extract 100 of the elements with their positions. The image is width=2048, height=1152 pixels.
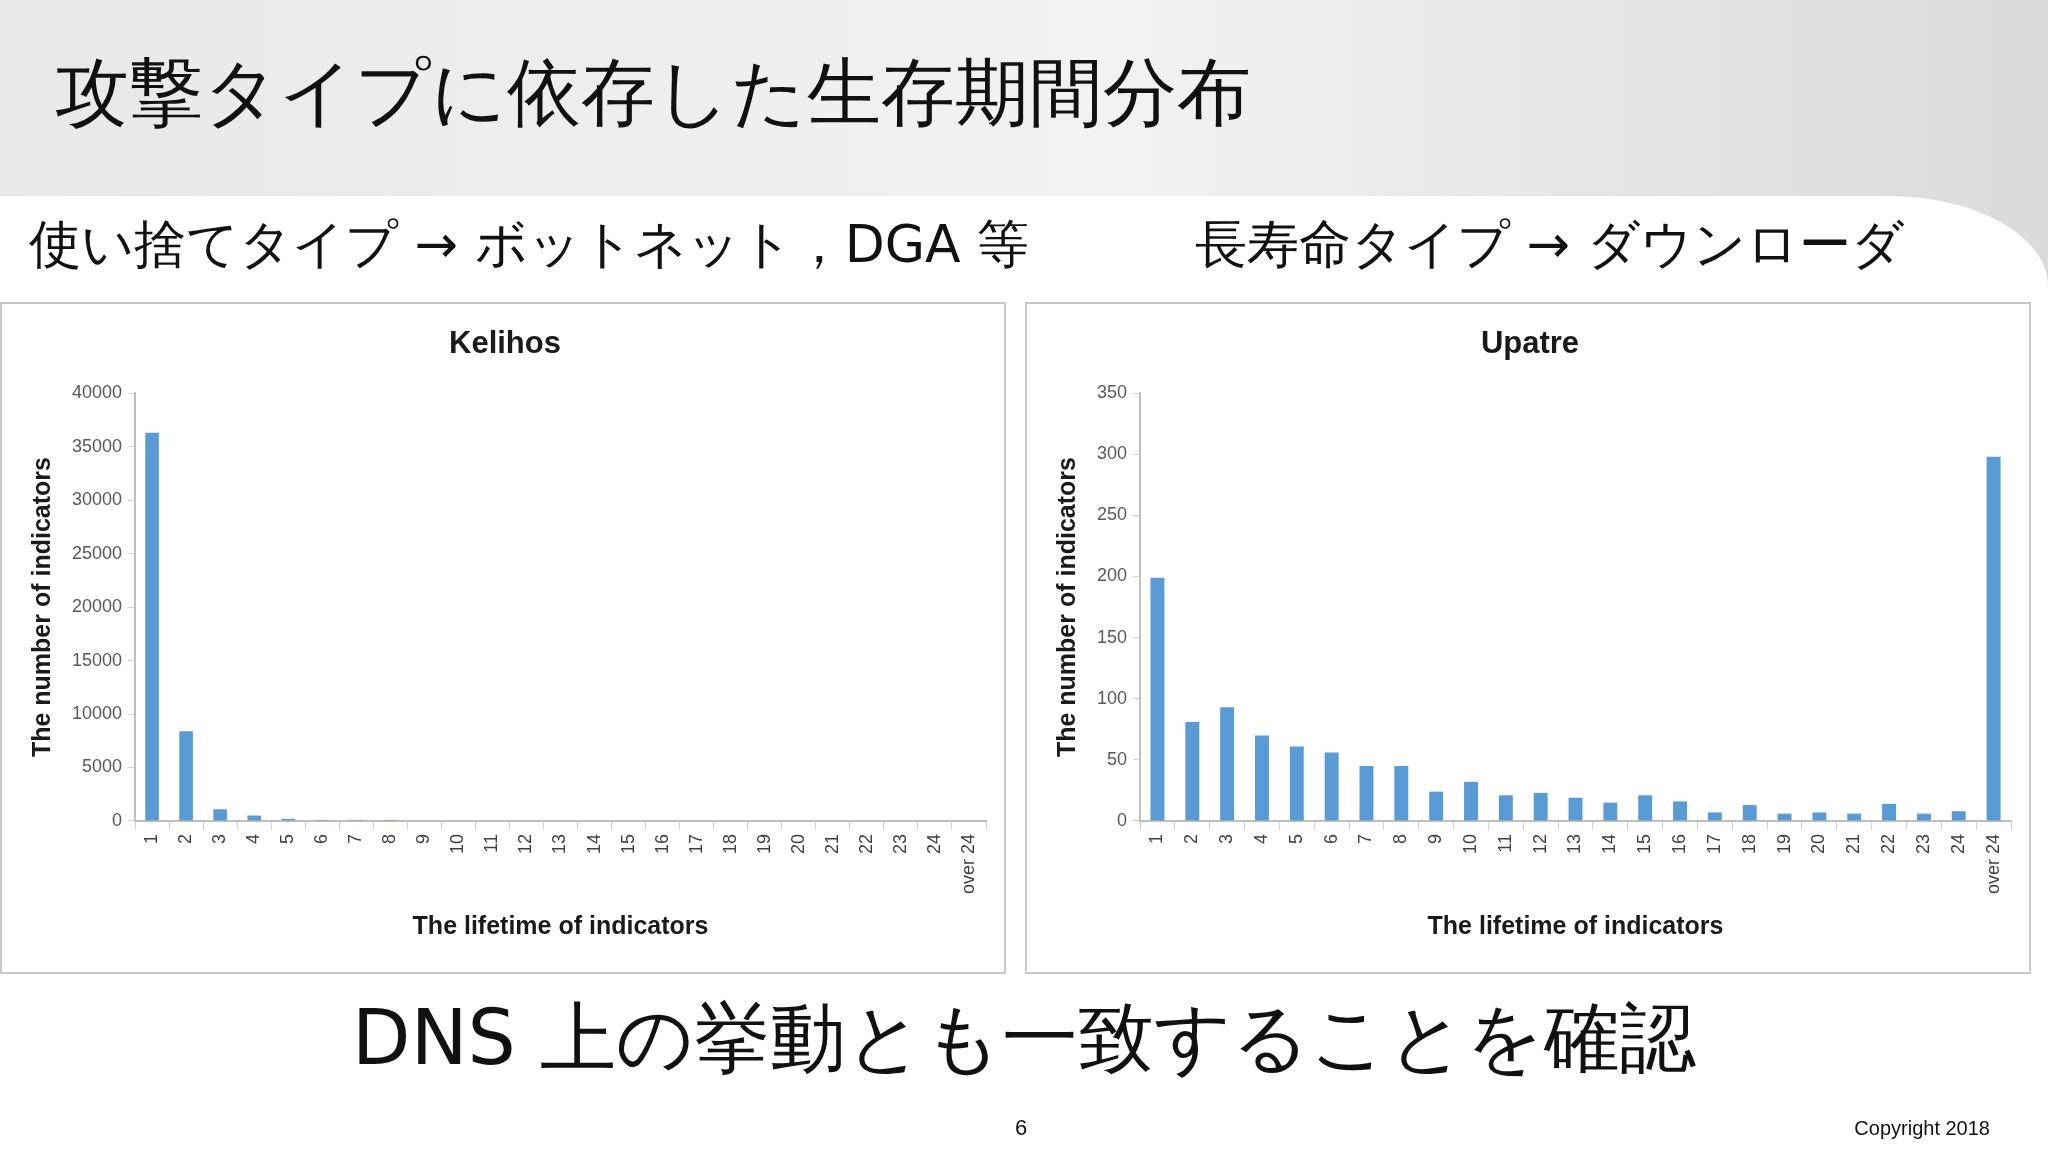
x-tick-label: 20	[787, 833, 808, 854]
x-tick-label: 13	[1564, 833, 1585, 854]
text: 6	[1015, 1115, 1028, 1141]
bar	[1638, 795, 1653, 821]
bar	[1533, 792, 1548, 821]
x-tick-label: 21	[821, 833, 842, 854]
bar	[1498, 795, 1513, 821]
bar	[1289, 746, 1304, 821]
x-tick-label: 19	[1773, 833, 1794, 854]
y-tick-label: 20000	[71, 596, 123, 617]
x-tick-label: 11	[1494, 833, 1515, 853]
x-tick-label: 15	[1634, 833, 1655, 854]
y-axis-title: The number of indicators	[1051, 457, 1080, 758]
x-tick-label: 20	[1808, 833, 1829, 854]
y-tick-label: 25000	[71, 542, 123, 563]
x-tick-label: 6	[311, 833, 332, 844]
bar	[1568, 797, 1583, 821]
x-tick-label: over 24	[957, 833, 978, 895]
y-tick-label: 200	[1096, 565, 1128, 586]
x-tick-label: 10	[1459, 833, 1480, 854]
x-tick-label: 4	[243, 833, 264, 844]
y-tick-label: 10000	[71, 702, 123, 723]
chart-title: Kelihos	[449, 325, 561, 361]
x-tick-label: 15	[617, 833, 638, 854]
bar	[1673, 801, 1687, 821]
bar	[1742, 805, 1757, 821]
y-tick-label: 300	[1096, 443, 1128, 464]
x-tick-label: 9	[1425, 833, 1446, 844]
y-tick-label: 15000	[71, 649, 123, 670]
text: Copyright 2018	[1854, 1117, 1990, 1139]
x-tick-label: 3	[209, 833, 230, 844]
bar	[1707, 812, 1722, 821]
x-tick-label: 10	[447, 833, 468, 854]
x-tick-label: 5	[1285, 833, 1306, 844]
bar	[1464, 781, 1478, 821]
bar	[1882, 803, 1897, 821]
x-tick-label: 23	[1912, 833, 1933, 854]
x-tick-label: 18	[719, 833, 740, 854]
bar	[179, 731, 193, 821]
x-tick-label: 18	[1738, 833, 1759, 854]
x-tick-label: 7	[1355, 833, 1376, 844]
x-tick-label: 11	[481, 833, 502, 853]
bar	[1255, 735, 1269, 821]
chart-subtitle: 長寿命タイプ → ダウンローダ	[1195, 214, 1904, 274]
bar	[1324, 752, 1339, 821]
x-tick-label: 6	[1320, 833, 1341, 844]
x-tick-label: 23	[889, 833, 910, 854]
bar	[1986, 456, 2001, 821]
y-tick-label: 250	[1096, 504, 1128, 525]
x-tick-label: 8	[1390, 833, 1411, 844]
y-tick-label: 0	[1117, 809, 1128, 830]
x-tick-label: 5	[277, 833, 298, 844]
text: 攻撃タイプに依存した生存期間分布	[55, 49, 1251, 135]
bar	[213, 809, 227, 821]
bar	[1185, 721, 1200, 821]
x-tick-label: over 24	[1982, 833, 2003, 895]
y-tick-label: 100	[1096, 687, 1128, 708]
y-tick-label: 35000	[71, 435, 123, 456]
x-tick-label: 24	[923, 833, 944, 854]
bar	[1951, 811, 1966, 821]
bar	[1150, 577, 1165, 821]
bar	[1394, 765, 1409, 821]
x-tick-label: 12	[515, 833, 536, 854]
y-tick-label: 50	[1107, 748, 1128, 769]
x-tick-label: 17	[1703, 833, 1724, 854]
x-axis-title: The lifetime of indicators	[412, 910, 709, 939]
x-tick-label: 24	[1947, 833, 1968, 854]
x-axis-title: The lifetime of indicators	[1427, 910, 1724, 939]
y-tick-label: 5000	[82, 756, 123, 777]
x-tick-label: 2	[1181, 833, 1202, 844]
text: DNS 上の挙動とも一致することを確認	[351, 993, 1697, 1082]
x-tick-label: 9	[413, 833, 434, 844]
x-tick-label: 13	[549, 833, 570, 854]
x-tick-label: 12	[1529, 833, 1550, 854]
x-tick-label: 3	[1216, 833, 1237, 844]
y-tick-label: 0	[112, 809, 123, 830]
bar	[1429, 791, 1444, 821]
x-tick-label: 2	[175, 833, 196, 844]
x-tick-label: 21	[1843, 833, 1864, 854]
x-tick-label: 1	[1146, 833, 1167, 844]
y-axis-title: The number of indicators	[26, 457, 55, 758]
x-tick-label: 17	[685, 833, 706, 854]
x-tick-label: 19	[753, 833, 774, 854]
x-tick-label: 22	[1878, 833, 1899, 854]
x-tick-label: 14	[583, 833, 604, 854]
y-tick-label: 30000	[71, 489, 123, 510]
x-tick-label: 16	[651, 833, 672, 854]
x-tick-label: 8	[379, 833, 400, 844]
y-tick-label: 40000	[71, 382, 123, 403]
x-tick-label: 14	[1599, 833, 1620, 854]
x-tick-label: 4	[1250, 833, 1271, 844]
y-tick-label: 350	[1096, 382, 1128, 403]
bar	[1812, 812, 1827, 821]
y-tick-label: 150	[1096, 626, 1128, 647]
bar	[1603, 802, 1618, 821]
x-tick-label: 22	[855, 833, 876, 854]
bar	[1359, 765, 1374, 821]
bar	[145, 432, 159, 821]
x-tick-label: 1	[141, 833, 162, 844]
chart-title: Upatre	[1480, 325, 1580, 361]
